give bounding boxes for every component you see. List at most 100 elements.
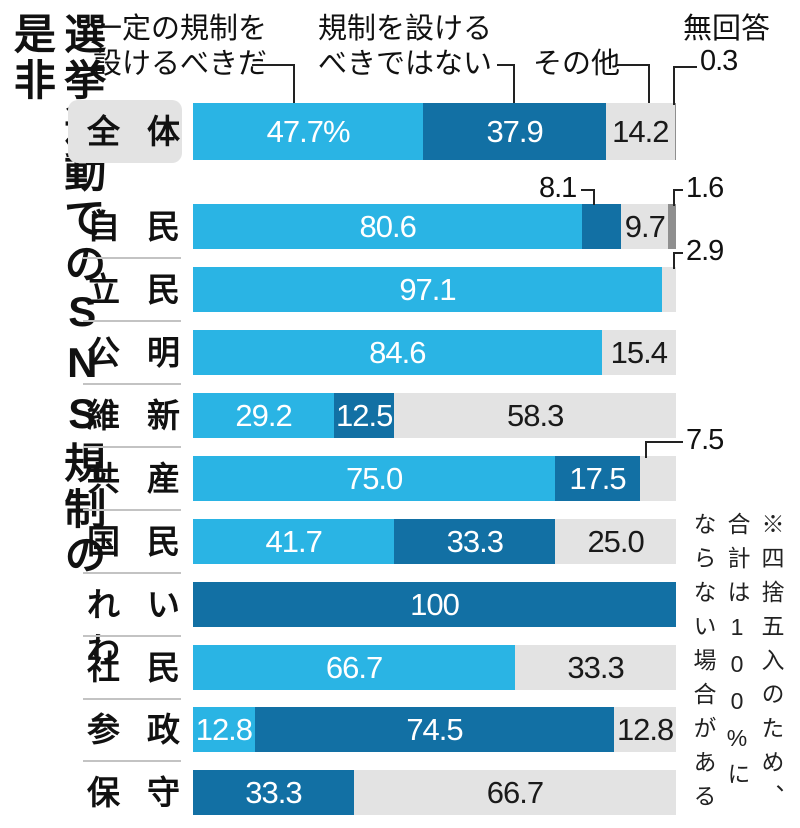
bar-segment-other: [661, 267, 676, 312]
bar-segment-noanswer: [668, 204, 676, 249]
callout-value-label: 1.6: [686, 172, 724, 204]
bar-row: 29.2 12.5 58.3: [193, 393, 676, 438]
row-label: 維新: [87, 397, 180, 434]
row-label: 公明: [87, 334, 180, 371]
bar-segment-oppose: 74.5: [254, 707, 615, 752]
bar-row: 80.6 9.7: [193, 204, 676, 249]
bar-row: 100: [193, 582, 676, 627]
bar-segment-oppose: 12.5: [334, 393, 395, 438]
bar-row: 47.7% 37.9 14.2: [193, 103, 676, 160]
row-label: 全体: [87, 113, 180, 150]
bar-value-label: 12.5: [336, 398, 393, 433]
bar-segment-agree: 97.1: [193, 267, 662, 312]
callout-leader-line: [672, 189, 683, 206]
legend-agree-label: 一定の規制を 設けるべきだ: [93, 12, 267, 82]
callout-leader-line: [672, 252, 683, 269]
bar-segment-agree: 29.2: [193, 393, 335, 438]
row-label: 社民: [87, 649, 180, 686]
bar-segment-oppose: 17.5: [555, 456, 640, 501]
legend-agree-line2: 設けるべきだ: [93, 48, 268, 80]
row-label: れいわ: [87, 586, 180, 668]
bar-value-label: 29.2: [235, 398, 292, 433]
bar-segment-other: 9.7: [621, 204, 669, 249]
bar-segment-oppose: 37.9: [423, 103, 607, 160]
bar-row: 75.0 17.5: [193, 456, 676, 501]
bar-value-label: 33.3: [446, 524, 504, 559]
bar-segment-oppose: 33.3: [394, 519, 556, 564]
bar-value-label: 37.9: [486, 114, 543, 149]
row-divider-line: [83, 509, 181, 511]
bar-segment-other: 25.0: [555, 519, 676, 564]
callout-value-label: 7.5: [686, 424, 724, 456]
bar-segment-other: 66.7: [353, 770, 676, 815]
bar-segment-agree: 41.7: [193, 519, 395, 564]
bar-value-label: 74.5: [406, 712, 463, 747]
callout-value-label: 2.9: [686, 235, 724, 267]
bar-segment-oppose: 100: [193, 582, 676, 627]
bar-value-label: 33.3: [245, 775, 302, 810]
bar-segment-other: 12.8: [614, 707, 676, 752]
bar-segment-agree: 66.7: [193, 645, 516, 690]
legend-other-label: その他: [533, 48, 621, 80]
row-label: 国民: [87, 523, 180, 560]
callout-leader-line: [672, 66, 697, 105]
bar-segment-other: 58.3: [394, 393, 676, 438]
bar-segment-other: 33.3: [515, 645, 676, 690]
bar-value-label: 47.7%: [266, 114, 351, 149]
bar-row: 97.1: [193, 267, 676, 312]
callout-leader-line: [644, 441, 683, 458]
bar-segment-other: 14.2: [606, 103, 675, 160]
row-divider-line: [83, 635, 181, 637]
legend-oppose-label: 規制を設ける べきではない: [318, 12, 492, 82]
legend-oppose-line1: 規制を設ける: [318, 13, 493, 45]
bar-segment-agree: 80.6: [193, 204, 583, 249]
bar-segment-other: 15.4: [601, 330, 676, 375]
legend-noanswer-label: 無回答: [683, 13, 771, 45]
bar-value-label: 17.5: [569, 461, 626, 496]
row-label: 立民: [87, 271, 180, 308]
bar-row: 33.3 66.7: [193, 770, 676, 815]
row-divider-line: [83, 698, 181, 700]
row-label: 参政: [87, 711, 180, 748]
bar-value-label: 80.6: [359, 209, 416, 244]
row-label: 共産: [87, 460, 180, 497]
row-label: 保守: [87, 774, 180, 811]
bar-value-label: 41.7: [265, 524, 323, 559]
row-divider-line: [83, 383, 181, 385]
bar-value-label: 84.6: [369, 335, 426, 370]
legend-other-leader-line: [616, 64, 650, 104]
row-divider-line: [83, 320, 181, 322]
bar-value-label: 25.0: [587, 524, 644, 559]
bar-segment-noanswer: [674, 103, 676, 160]
bar-row: 66.7 33.3: [193, 645, 676, 690]
callout-leader-line: [581, 189, 596, 205]
bar-value-label: 9.7: [624, 209, 666, 244]
bar-value-label: 12.8: [616, 712, 674, 747]
bar-value-label: 66.7: [325, 650, 383, 685]
bar-value-label: 58.3: [507, 398, 564, 433]
legend-agree-line1: 一定の規制を: [93, 13, 268, 45]
row-label: 自民: [87, 208, 180, 245]
bar-value-label: 66.7: [486, 775, 544, 810]
bar-segment-oppose: 33.3: [193, 770, 354, 815]
bar-segment-agree: 47.7%: [193, 103, 424, 160]
bar-segment-oppose: [582, 204, 622, 249]
bar-row: 12.8 74.5 12.8: [193, 707, 676, 752]
legend-oppose-line2: べきではない: [318, 48, 493, 80]
callout-value-label: 0.3: [700, 45, 738, 77]
row-divider-line: [83, 572, 181, 574]
bar-segment-agree: 75.0: [193, 456, 556, 501]
bar-value-label: 75.0: [345, 461, 403, 496]
legend-agree-leader-line: [252, 64, 295, 104]
row-divider-line: [83, 257, 181, 259]
bar-row: 84.6 15.4: [193, 330, 676, 375]
row-divider-line: [83, 446, 181, 448]
row-label-box-zentai: [68, 100, 182, 163]
bar-value-label: 14.2: [612, 114, 669, 149]
callout-value-label: 8.1: [538, 172, 577, 204]
rounding-footnote: ※四捨五入のため、合計は100%にならない場合がある: [690, 512, 784, 818]
bar-value-label: 33.3: [567, 650, 624, 685]
bar-segment-agree: 84.6: [193, 330, 602, 375]
bar-segment-agree: 12.8: [193, 707, 255, 752]
